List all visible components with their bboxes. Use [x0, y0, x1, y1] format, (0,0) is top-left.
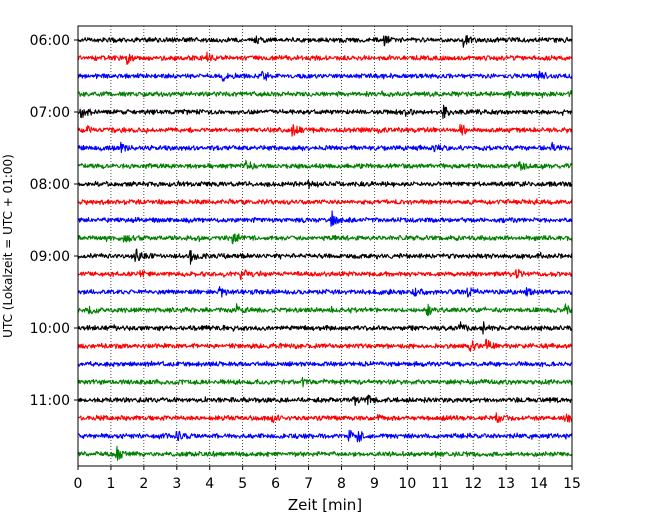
x-tick-label: 11 [431, 476, 449, 492]
trace-row-16 [77, 321, 573, 335]
trace-row-22 [77, 429, 573, 443]
trace-row-9 [77, 198, 573, 206]
trace-row-0 [77, 34, 573, 48]
trace-row-5 [77, 123, 573, 137]
trace-row-15 [77, 303, 573, 317]
trace-row-4 [77, 104, 573, 120]
x-tick-label: 3 [172, 476, 181, 492]
x-tick-label: 13 [497, 476, 515, 492]
y-tick-label: 10:00 [30, 321, 70, 337]
x-tick-label: 2 [139, 476, 148, 492]
x-tick-label: 15 [563, 476, 581, 492]
trace-row-11 [77, 233, 573, 245]
trace-row-7 [77, 159, 573, 171]
y-tick-label: 06:00 [30, 33, 70, 49]
x-tick-label: 1 [106, 476, 115, 492]
x-axis: 0 1 2 3 4 5 6 7 8 9 10 11 12 13 14 15 [74, 466, 581, 492]
plot-frame [77, 25, 573, 467]
x-tick-label: 14 [530, 476, 548, 492]
trace-row-23 [77, 445, 573, 461]
trace-row-19 [77, 376, 573, 388]
x-tick-label: 10 [398, 476, 416, 492]
x-tick-label: 6 [271, 476, 280, 492]
x-tick-label: 9 [370, 476, 379, 492]
trace-row-12 [77, 248, 573, 265]
x-axis-label: Zeit [min] [288, 496, 362, 514]
y-tick-label: 07:00 [30, 105, 70, 121]
trace-row-17 [77, 338, 573, 352]
y-tick-label: 11:00 [30, 393, 70, 409]
x-tick-label: 12 [464, 476, 482, 492]
x-tick-label: 0 [74, 476, 83, 492]
trace-row-10 [77, 210, 573, 227]
trace-row-6 [77, 141, 573, 154]
y-axis-label: UTC (Lokalzeit = UTC + 01:00) [1, 154, 15, 338]
traces [77, 34, 573, 461]
trace-row-14 [77, 286, 573, 298]
trace-row-21 [77, 412, 573, 424]
plot-area [78, 26, 572, 466]
y-axis: 06:00 07:00 08:00 09:00 10:00 11:00 [30, 33, 78, 409]
x-gridlines [110, 26, 540, 466]
x-tick-label: 8 [337, 476, 346, 492]
trace-row-13 [77, 268, 573, 281]
y-tick-label: 09:00 [30, 249, 70, 265]
trace-row-8 [77, 180, 573, 190]
x-tick-label: 5 [238, 476, 247, 492]
x-tick-label: 7 [304, 476, 313, 492]
trace-row-18 [77, 360, 573, 368]
x-tick-label: 4 [205, 476, 214, 492]
trace-row-20 [77, 394, 573, 406]
y-tick-label: 08:00 [30, 177, 70, 193]
trace-row-1 [77, 51, 573, 65]
trace-row-2 [77, 70, 573, 82]
trace-row-3 [77, 90, 573, 99]
